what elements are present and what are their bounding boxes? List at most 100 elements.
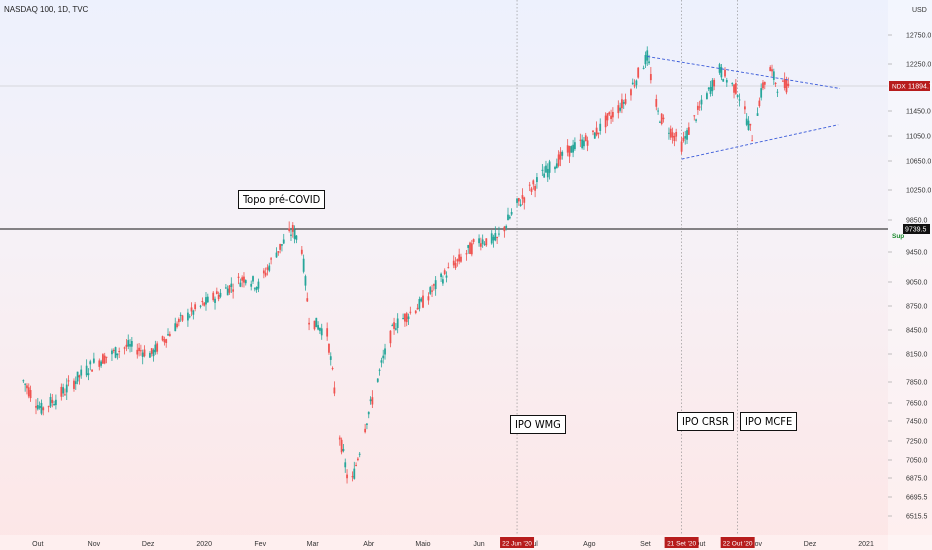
candle [610,109,612,124]
ipo-wmg-annotation: IPO WMG [510,415,566,434]
candle [194,302,197,312]
event-date-label: 22 Out '20 [723,541,753,548]
candle-body [619,107,622,111]
candle-body [112,350,115,352]
candle [152,348,155,362]
candle [308,317,310,331]
candle [668,127,670,140]
candle [252,275,254,284]
candle [65,378,68,400]
candle [662,114,665,123]
candle-body [239,282,242,287]
candle [36,397,39,411]
candle [420,296,423,303]
candle-body [344,462,347,468]
candle-body [736,95,739,97]
candle [219,289,222,299]
candle [756,107,759,116]
candle-body [369,399,372,402]
x-tick-label: Dez [142,541,155,548]
candle [566,139,569,157]
candle-body [622,102,625,104]
candle [599,118,602,135]
candle [432,283,435,291]
candle-body [127,340,130,347]
candle [418,296,421,312]
y-tick-label: 9850.0 [906,218,928,225]
candle [771,64,773,77]
y-tick-label: 6875.0 [906,476,928,483]
candle [54,394,57,410]
candle-body [91,369,93,372]
candle [80,365,83,379]
ipo-crsr-annotation: IPO CRSR [677,412,734,431]
candle [720,63,723,81]
x-tick-label: 2020 [196,541,212,548]
candle-body [660,113,663,124]
candle [583,136,585,150]
candle-body [624,99,627,104]
candle-body [637,67,640,78]
candle-body [507,214,509,221]
candle-body [205,297,207,305]
candle [568,145,571,163]
candle [24,383,27,392]
candle-body [494,233,497,241]
x-tick-label: Nov [88,541,101,548]
candle [74,376,77,390]
candle-body [541,169,544,171]
candle-body [405,313,408,323]
candle-body [270,258,272,260]
candle [402,313,405,320]
candle [125,339,128,352]
x-tick-label: Out [694,541,705,548]
candle-body [776,91,779,93]
candle-body [351,476,354,478]
candle [346,469,348,484]
candle [206,293,209,303]
candle-body [199,305,202,307]
candle [250,280,253,291]
candle [300,245,303,256]
candle-body [760,88,763,98]
candle [344,458,347,473]
candle [279,243,282,254]
candle [329,352,332,366]
x-tick-label: Fev [254,541,266,548]
candle-body [136,349,139,355]
candle-body [201,300,204,303]
candle-body [243,276,245,283]
candle [447,262,450,269]
candle [304,274,307,291]
candle [624,93,627,106]
candle-body [536,177,538,183]
support-price-badge [903,224,930,234]
candle [118,347,121,359]
candle [581,134,584,150]
candle [302,254,305,274]
candle-body [707,87,710,90]
candle-body [331,368,334,370]
candle [559,147,562,167]
x-tick-label: Abr [363,541,375,548]
candle-body [342,448,345,451]
candle [517,197,520,206]
candle [396,313,399,334]
candle-body [718,64,721,73]
candle-body [503,226,506,232]
candle-body [111,350,113,355]
candle [190,302,193,317]
candle [763,81,766,90]
candle [722,78,725,82]
candle [555,158,558,169]
candle-body [118,350,121,352]
candle-body [176,323,178,328]
candle [496,236,499,245]
last-price-value: 11894.7 [908,84,932,91]
candle-body [443,270,446,275]
candle [255,286,258,293]
candle-body [769,67,772,72]
event-date-badge [664,537,699,548]
